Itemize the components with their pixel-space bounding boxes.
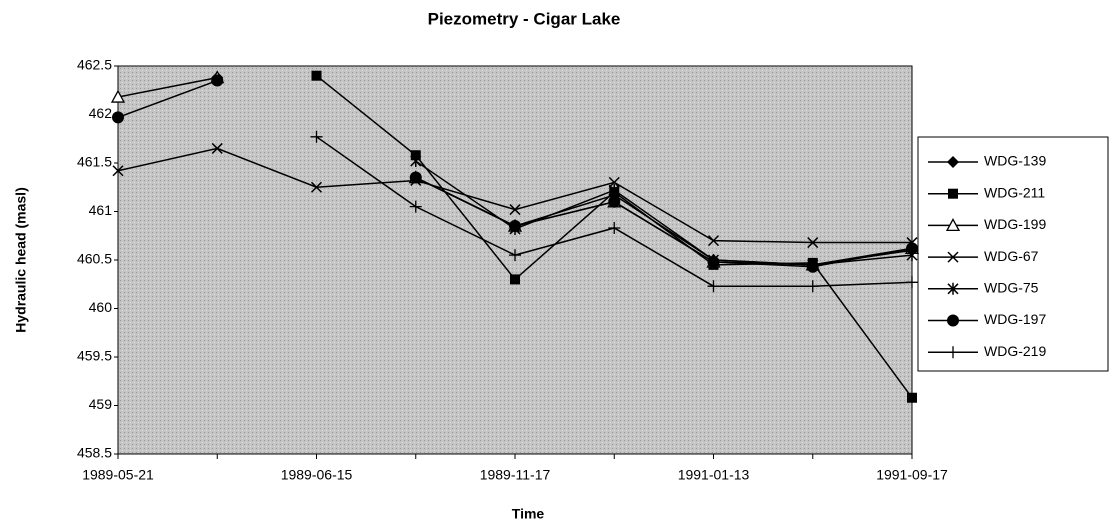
marker <box>948 188 958 199</box>
marker <box>947 251 959 263</box>
y-tick-label: 460 <box>89 299 113 315</box>
x-tick-label: 1989-11-17 <box>480 467 551 483</box>
marker <box>310 181 323 193</box>
marker <box>112 111 124 124</box>
marker <box>707 255 720 268</box>
marker <box>509 220 521 233</box>
marker <box>947 156 959 168</box>
marker <box>211 74 224 87</box>
x-tick-label: 1989-06-15 <box>281 467 353 483</box>
marker <box>409 171 422 184</box>
marker <box>410 155 422 168</box>
y-tick-label: 459.5 <box>77 348 112 364</box>
x-tick-label: 1989-05-21 <box>82 467 154 483</box>
marker <box>409 200 422 213</box>
marker <box>608 176 620 188</box>
x-axis-title: Time <box>512 506 545 522</box>
marker <box>906 242 918 255</box>
marker <box>947 346 959 359</box>
marker <box>608 195 621 208</box>
marker <box>947 282 959 295</box>
y-tick-label: 460.5 <box>77 251 112 267</box>
marker <box>310 130 323 143</box>
y-tick-label: 461.5 <box>77 154 112 170</box>
marker <box>112 165 124 177</box>
y-tick-label: 461 <box>89 202 113 218</box>
legend-label: WDG-219 <box>984 343 1046 359</box>
marker <box>707 280 720 293</box>
marker <box>510 274 520 285</box>
legend-label: WDG-197 <box>984 311 1046 327</box>
y-axis-title: Hydraulic head (masl) <box>13 187 29 333</box>
series-line <box>117 79 913 268</box>
y-tick-label: 458.5 <box>77 445 112 461</box>
marker <box>608 221 621 234</box>
legend-label: WDG-211 <box>984 184 1045 200</box>
marker <box>806 260 819 273</box>
legend-label: WDG-199 <box>984 216 1046 232</box>
marker <box>110 89 126 103</box>
legend-label: WDG-139 <box>984 153 1046 169</box>
x-tick-label: 1991-09-17 <box>876 467 948 483</box>
marker <box>707 235 720 247</box>
y-tick-label: 462.5 <box>77 57 112 73</box>
legend-label: WDG-67 <box>984 248 1039 264</box>
marker <box>509 204 521 216</box>
marker <box>311 70 322 81</box>
y-tick-label: 459 <box>89 396 113 412</box>
marker <box>907 392 917 403</box>
marker <box>947 314 959 327</box>
x-tick-label: 1991-01-13 <box>678 467 750 483</box>
marker <box>509 249 521 262</box>
chart-title: Piezometry - Cigar Lake <box>428 9 621 28</box>
legend-label: WDG-75 <box>984 280 1039 296</box>
marker <box>945 218 961 232</box>
marker <box>608 184 620 197</box>
marker <box>211 142 223 154</box>
y-tick-label: 462 <box>89 105 113 121</box>
marker <box>806 280 819 293</box>
marker <box>807 237 819 249</box>
marker <box>906 276 918 289</box>
